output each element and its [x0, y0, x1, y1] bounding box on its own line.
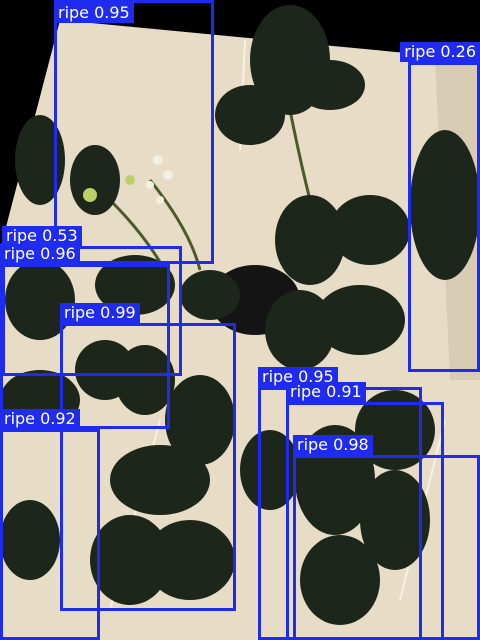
detection-box: ripe 0.26	[400, 42, 480, 372]
detection-box: ripe 0.96	[0, 244, 170, 429]
detection-label: ripe 0.98	[293, 435, 373, 455]
detection-label: ripe 0.99	[60, 303, 140, 323]
detection-label: ripe 0.96	[0, 244, 80, 264]
detection-box: ripe 0.98	[293, 435, 480, 640]
detection-box: ripe 0.92	[0, 409, 100, 640]
detection-label: ripe 0.91	[286, 382, 366, 402]
strawberry-leaves	[0, 5, 480, 625]
detection-label: ripe 0.95	[54, 3, 134, 23]
detection-label: ripe 0.92	[0, 409, 80, 429]
flower-buds	[83, 175, 135, 202]
detection-label: ripe 0.26	[400, 42, 480, 62]
detection-box: ripe 0.53	[2, 226, 182, 376]
detection-label: ripe 0.53	[2, 226, 82, 246]
strawberry-flowers	[146, 155, 173, 204]
detection-box: ripe 0.99	[60, 303, 236, 611]
detection-box: ripe 0.95	[54, 0, 214, 264]
